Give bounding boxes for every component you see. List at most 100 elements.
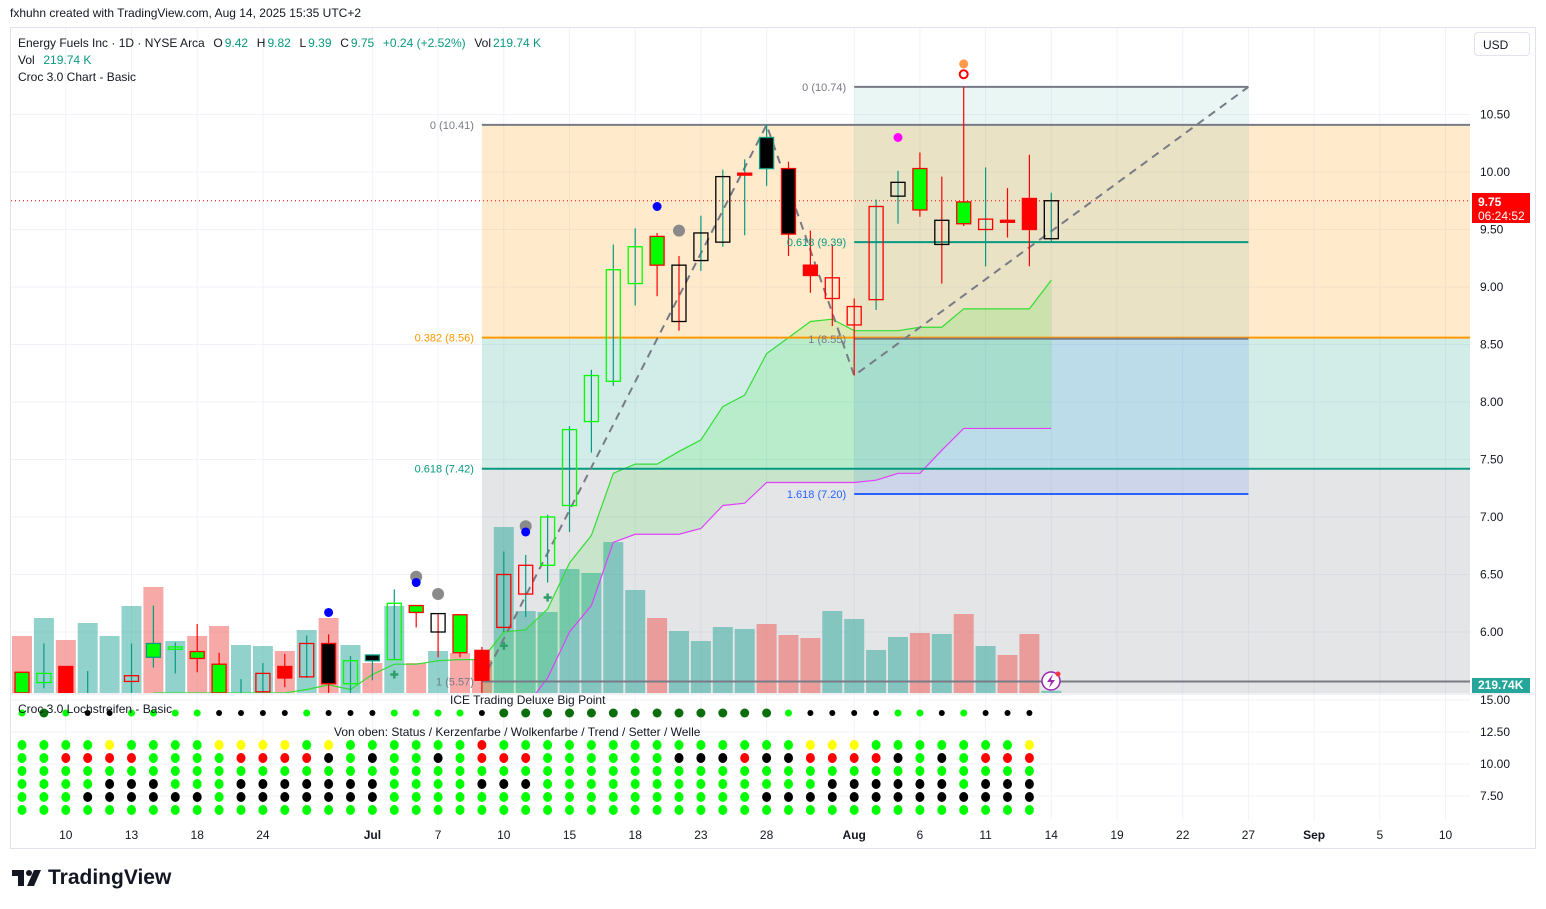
cloud-dot xyxy=(1024,766,1034,776)
wave-dot xyxy=(148,805,158,815)
big-point-dot xyxy=(1026,710,1033,716)
trend-dot xyxy=(324,779,334,789)
lower-pane-subtitle: ICE Trading Deluxe Big Point xyxy=(450,693,606,707)
time-axis-label: 22 xyxy=(1176,828,1190,842)
setter-dot xyxy=(543,792,553,802)
volume-bar xyxy=(822,611,843,693)
cloud-dot xyxy=(83,766,93,776)
trend-dot xyxy=(784,779,793,789)
big-point-dot xyxy=(39,708,49,718)
candle-dot xyxy=(849,753,859,763)
symbol-title[interactable]: Energy Fuels Inc · 1D · NYSE Arca xyxy=(18,36,205,50)
cloud-fill xyxy=(481,280,1052,693)
candle-body xyxy=(277,665,293,679)
setter-dot xyxy=(521,792,531,802)
cloud-dot xyxy=(411,766,421,776)
status-dot xyxy=(433,740,443,750)
candle-body xyxy=(452,614,468,654)
candle-dot xyxy=(871,753,881,763)
trend-dot xyxy=(367,779,377,789)
wave-dot xyxy=(981,805,991,815)
cloud-dot xyxy=(192,766,202,776)
wave-dot xyxy=(608,805,618,815)
setter-dot xyxy=(827,792,837,802)
time-axis-label: 5 xyxy=(1376,828,1383,842)
setter-dot xyxy=(192,792,202,802)
lower-pane-title[interactable]: Croc 3.0 Lochstreifen - Basic xyxy=(18,702,173,716)
trend-dot xyxy=(1024,779,1034,789)
candle-dot xyxy=(302,753,312,763)
currency-button[interactable]: USD xyxy=(1474,32,1530,56)
volume-indicator-label[interactable]: Vol xyxy=(18,53,35,67)
wave-dot xyxy=(630,805,640,815)
trend-dot xyxy=(433,779,443,789)
candle-dot xyxy=(937,753,947,763)
wave-dot xyxy=(105,805,115,815)
candle-dot xyxy=(433,753,443,763)
candle-dot xyxy=(61,753,71,763)
cloud-dot xyxy=(148,766,158,776)
volume-bar xyxy=(406,663,427,693)
time-axis-label: 7 xyxy=(435,828,442,842)
trend-dot xyxy=(258,779,268,789)
status-dot xyxy=(236,740,246,750)
volume-bar xyxy=(647,618,668,693)
setter-dot xyxy=(586,792,596,802)
status-dot xyxy=(170,740,180,750)
status-dot xyxy=(455,740,465,750)
volume-label: Vol xyxy=(474,36,491,50)
time-axis-label: 18 xyxy=(629,828,643,842)
status-dot xyxy=(521,740,531,750)
trend-dot xyxy=(674,779,684,789)
status-dot xyxy=(61,740,71,750)
trend-dot xyxy=(127,779,136,789)
trend-dot xyxy=(586,779,596,789)
wave-dot xyxy=(477,805,487,815)
trend-dot xyxy=(981,779,991,789)
time-axis-label: 23 xyxy=(694,828,708,842)
cloud-dot xyxy=(849,766,859,776)
status-dot xyxy=(893,740,903,750)
alert-icon[interactable] xyxy=(1041,671,1061,691)
big-point-dot xyxy=(762,708,772,718)
candle-body xyxy=(912,167,928,211)
tradingview-logo[interactable]: TradingView xyxy=(12,866,171,890)
trend-dot xyxy=(740,779,750,789)
volume-bar xyxy=(537,612,558,693)
setter-dot xyxy=(411,792,421,802)
candle-dot xyxy=(148,753,158,763)
candle-dot xyxy=(39,753,49,763)
setter-dot xyxy=(389,792,399,802)
wave-dot xyxy=(718,805,728,815)
cloud-dot xyxy=(608,766,618,776)
trend-dot xyxy=(39,779,49,789)
candle-body xyxy=(934,219,950,246)
status-dot xyxy=(849,740,859,750)
wave-dot xyxy=(61,805,71,815)
candle-dot xyxy=(674,753,684,763)
candle-dot xyxy=(586,753,596,763)
volume-bar xyxy=(800,638,821,693)
candle-dot xyxy=(105,753,115,763)
time-axis-label: 11 xyxy=(979,828,992,842)
status-dot xyxy=(915,740,925,750)
candle-body xyxy=(561,428,578,507)
trend-dot xyxy=(893,779,903,789)
candle-body xyxy=(693,232,709,262)
wave-dot xyxy=(784,805,793,815)
cloud-dot xyxy=(17,766,27,776)
trend-dot xyxy=(346,779,355,789)
cloud-dot xyxy=(762,766,772,776)
fib-level-label: 0.382 (8.56) xyxy=(415,333,474,345)
volume-bar xyxy=(734,629,755,693)
gray-dot-marker xyxy=(432,588,445,601)
trend-dot xyxy=(280,779,290,789)
trend-dot xyxy=(959,779,969,789)
status-dot xyxy=(674,740,684,750)
price-tick-label: 6.00 xyxy=(1480,625,1504,639)
indicator-title[interactable]: Croc 3.0 Chart - Basic xyxy=(18,70,137,84)
trend-dot xyxy=(170,779,180,789)
status-dot xyxy=(586,740,596,750)
setter-dot xyxy=(499,792,509,802)
